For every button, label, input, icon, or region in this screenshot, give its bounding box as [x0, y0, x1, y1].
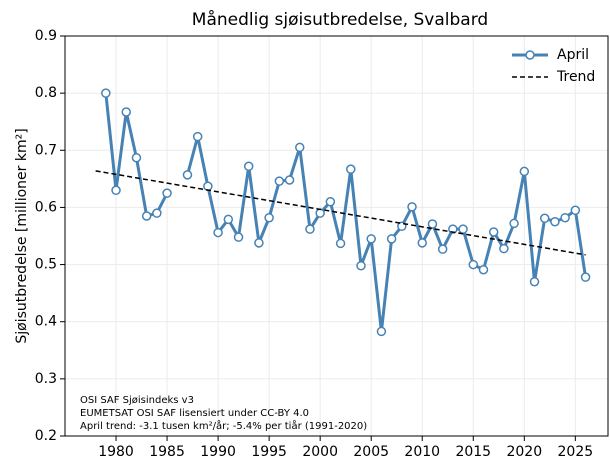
data-point — [488, 227, 499, 237]
data-point — [417, 238, 427, 248]
trend-line — [95, 170, 586, 256]
data-point — [346, 164, 356, 174]
data-point — [131, 152, 142, 163]
x-tick-label: 1985 — [149, 444, 185, 460]
data-point — [243, 161, 254, 172]
y-tick-label: 0.5 — [35, 257, 57, 273]
y-tick-label: 0.6 — [35, 199, 57, 215]
data-point — [295, 142, 305, 153]
data-point — [478, 264, 489, 275]
data-point — [284, 175, 295, 185]
legend-marker — [525, 50, 535, 60]
data-point — [376, 326, 387, 337]
data-point — [274, 176, 285, 186]
x-tick-label: 1990 — [200, 444, 236, 460]
legend-label: Trend — [556, 69, 595, 85]
x-tick-label: 2005 — [353, 444, 389, 460]
data-point — [233, 232, 244, 242]
y-tick-label: 0.4 — [35, 314, 57, 330]
data-point — [427, 219, 438, 229]
chart-title: Månedlig sjøisutbredelse, Svalbard — [192, 9, 488, 30]
x-tick-label: 2000 — [302, 444, 338, 460]
data-point — [366, 234, 376, 244]
annotation: April trend: -3.1 tusen km²/år; -5.4% pe… — [80, 419, 367, 432]
y-tick-label: 0.7 — [35, 142, 57, 158]
x-tick-label: 2020 — [506, 444, 542, 460]
data-point — [437, 244, 448, 254]
data-point — [264, 212, 274, 223]
data-point — [203, 181, 213, 192]
data-point — [509, 218, 519, 229]
data-point — [356, 260, 366, 271]
data-point — [386, 234, 397, 244]
data-point — [315, 208, 325, 218]
data-point — [570, 205, 581, 216]
data-point — [519, 166, 530, 177]
data-point — [335, 238, 346, 249]
x-tick-label: 2025 — [558, 444, 594, 460]
y-tick-label: 0.9 — [35, 28, 57, 44]
data-point — [111, 185, 121, 196]
series-line — [104, 92, 588, 332]
y-tick-label: 0.3 — [35, 371, 57, 387]
data-point — [182, 170, 193, 180]
x-tick-label: 2010 — [404, 444, 440, 460]
annotation: OSI SAF Sjøisindeks v3 — [80, 395, 194, 406]
data-point — [152, 208, 162, 218]
data-point — [213, 227, 223, 238]
data-point — [192, 131, 203, 142]
data-point — [580, 272, 591, 282]
data-point — [325, 196, 336, 207]
data-point — [560, 212, 570, 223]
data-point — [529, 276, 540, 287]
data-point — [407, 202, 417, 212]
data-point — [499, 243, 509, 254]
data-point — [468, 259, 479, 270]
x-tick-label: 1995 — [251, 444, 287, 460]
plot-frame — [64, 35, 609, 437]
data-point — [458, 224, 468, 234]
data-point — [141, 211, 152, 221]
data-point — [305, 224, 315, 234]
data-point — [101, 88, 111, 98]
annotation: EUMETSAT OSI SAF lisensiert under CC-BY … — [80, 408, 309, 419]
legend-label: April — [557, 47, 589, 63]
y-axis-label: Sjøisutbredelse [millioner km²] — [14, 128, 30, 343]
x-tick-label: 1980 — [98, 444, 134, 460]
data-point — [162, 188, 172, 198]
data-point — [223, 214, 234, 225]
y-tick-label: 0.2 — [35, 428, 57, 444]
data-point — [539, 213, 550, 224]
x-tick-label: 2015 — [455, 444, 491, 460]
data-point — [550, 216, 560, 227]
data-point — [254, 238, 264, 248]
y-tick-label: 0.8 — [35, 85, 57, 101]
data-point — [121, 107, 131, 117]
